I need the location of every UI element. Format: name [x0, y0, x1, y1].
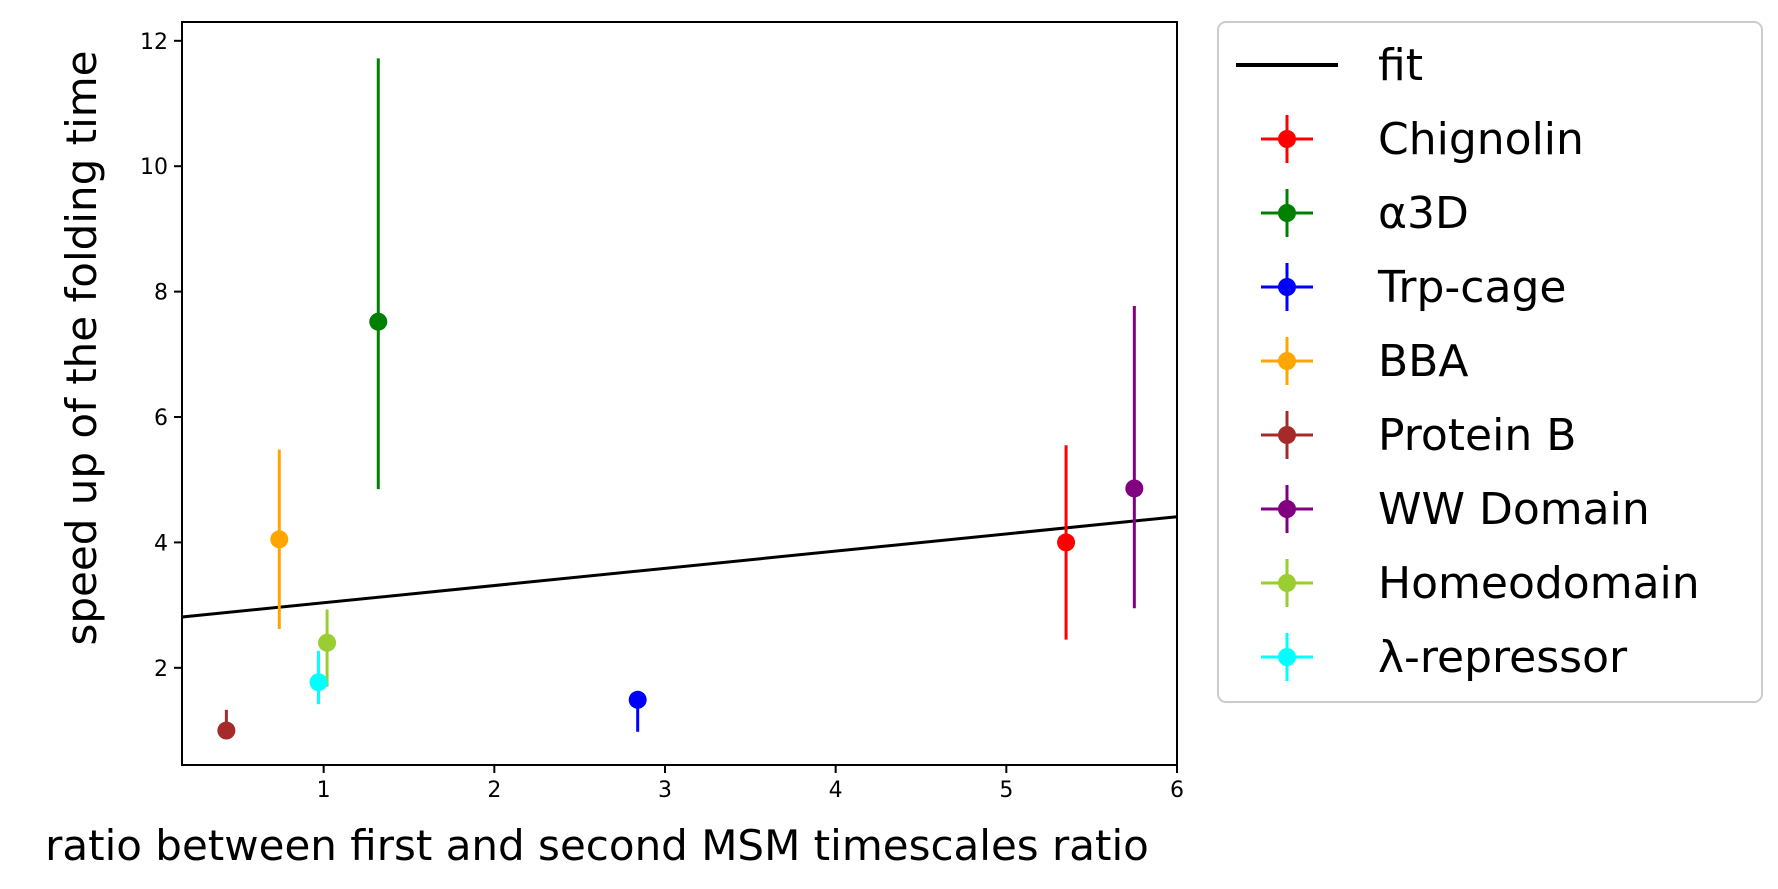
fit-line [181, 515, 1178, 619]
plot-frame [181, 21, 1178, 766]
legend-key-marker [1278, 648, 1296, 666]
x-tick-label: 5 [999, 778, 1013, 803]
legend-label: Protein B [1378, 410, 1576, 461]
legend-key-marker [1278, 426, 1296, 444]
legend-key-marker [1278, 278, 1296, 296]
legend-label: BBA [1378, 336, 1468, 387]
legend-key-marker [1278, 130, 1296, 148]
y-tick-label: 6 [154, 406, 168, 431]
y-tick-label: 4 [154, 531, 168, 556]
legend-key-marker [1278, 352, 1296, 370]
data-point [369, 312, 388, 331]
y-tick-label: 8 [154, 281, 168, 306]
legend-frame [1217, 21, 1763, 703]
legend-label-fit: fit [1378, 40, 1423, 91]
legend: fit Chignolin α3D Trp-cage BBA Protein B WW Do… [1217, 21, 1763, 703]
data-point [1125, 479, 1144, 498]
legend-label: Trp-cage [1377, 262, 1566, 313]
data-point [309, 673, 328, 692]
legend-label: WW Domain [1378, 484, 1650, 535]
x-tick-label: 2 [487, 778, 501, 803]
x-tick-label: 4 [829, 778, 843, 803]
data-point [1057, 533, 1076, 552]
y-tick-label: 12 [140, 30, 168, 55]
data-point [318, 633, 337, 652]
legend-label: α3D [1378, 188, 1469, 239]
legend-label: Homeodomain [1378, 558, 1700, 609]
data-point [270, 530, 289, 549]
x-tick-label: 6 [1170, 778, 1184, 803]
legend-key-marker [1278, 500, 1296, 518]
data-point [628, 690, 647, 709]
data-point [217, 721, 236, 740]
legend-key-marker [1278, 204, 1296, 222]
y-tick-label: 10 [140, 155, 168, 180]
y-axis-title: speed up of the folding time [57, 51, 106, 646]
x-tick-label: 3 [658, 778, 672, 803]
x-axis-title: ratio between first and second MSM times… [45, 821, 1149, 870]
legend-label: Chignolin [1378, 114, 1584, 165]
y-tick-label: 2 [154, 657, 168, 682]
legend-key-marker [1278, 574, 1296, 592]
x-tick-label: 1 [317, 778, 331, 803]
legend-label: λ-repressor [1378, 632, 1628, 683]
